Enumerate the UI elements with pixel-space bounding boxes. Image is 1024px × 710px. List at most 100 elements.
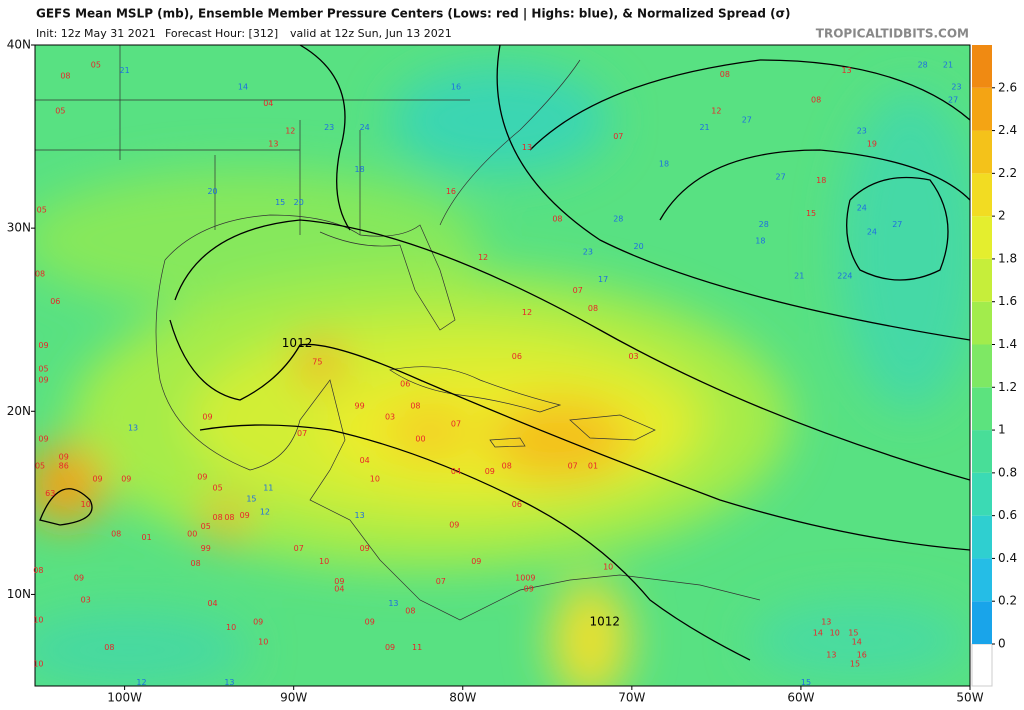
low-center: 13	[522, 143, 532, 152]
high-center: 24	[360, 123, 370, 132]
low-center: 01	[588, 462, 598, 471]
low-center: 13	[821, 617, 831, 626]
low-center: 00	[187, 529, 197, 538]
blob	[750, 600, 970, 680]
high-center: 21	[943, 61, 953, 70]
low-center: 09	[253, 617, 263, 626]
low-center: 08	[104, 643, 114, 652]
site: TROPICALTIDBITS.COM	[816, 27, 969, 41]
high-center: 20	[634, 242, 644, 251]
isobar	[496, 45, 970, 341]
low-center: 08	[191, 559, 201, 568]
cuba	[389, 366, 562, 413]
colorbar-bin	[972, 387, 992, 431]
low-center: 03	[628, 352, 638, 361]
low-center: 10	[370, 475, 380, 484]
low-center: 09	[197, 473, 207, 482]
colorbar-below	[971, 643, 993, 687]
central-america	[155, 259, 761, 621]
high-center: 18	[659, 160, 669, 169]
low-center: 14	[813, 628, 823, 637]
high-center: 24	[857, 203, 867, 212]
low-center: 04	[334, 584, 344, 593]
colorbar-tick-label: 1.8	[998, 251, 1017, 265]
low-center: 08	[33, 566, 43, 575]
low-center: 06	[50, 297, 60, 306]
low-center: 09	[240, 511, 250, 520]
isobar	[299, 45, 351, 231]
high-center: 16	[451, 83, 461, 92]
colorbar-tick-label: 0.4	[998, 551, 1017, 565]
low-center: 04	[360, 456, 370, 465]
low-center: 10	[319, 557, 329, 566]
low-center: 09	[121, 475, 131, 484]
low-center: 09	[38, 341, 48, 350]
low-center: 08	[213, 513, 223, 522]
blob	[550, 580, 630, 686]
low-center: 13	[826, 650, 836, 659]
low-center: 09	[202, 412, 212, 421]
low-center: 07	[613, 132, 623, 141]
low-center: 00	[415, 434, 425, 443]
lon-tick-label: 50W	[956, 691, 983, 705]
low-center: 13	[841, 66, 851, 75]
low-center: 15	[850, 660, 860, 669]
colorbar-bin	[972, 344, 992, 388]
low-center: 10	[603, 562, 613, 571]
isobar	[174, 219, 970, 481]
low-center: 63	[45, 489, 55, 498]
high-center: 20	[294, 198, 304, 207]
low-center: 06	[512, 352, 522, 361]
lat-tick-label: 40N	[7, 38, 31, 52]
high-center: 21	[794, 271, 804, 280]
low-center: 07	[573, 286, 583, 295]
isobar	[659, 149, 970, 221]
colorbar-tick-label: 2	[998, 209, 1006, 223]
low-center: 12	[711, 106, 721, 115]
high-center: 15	[246, 495, 256, 504]
colorbar-bin	[972, 472, 992, 516]
isobar	[169, 319, 970, 551]
low-center: 09	[38, 376, 48, 385]
high-center: 27	[742, 116, 752, 125]
blob	[203, 498, 247, 542]
init: Init: 12z May 31 2021	[36, 27, 156, 40]
high-center: 13	[128, 423, 138, 432]
borders	[35, 45, 470, 235]
colorbar-tick-label: 0	[998, 637, 1006, 651]
low-center: 10	[226, 623, 236, 632]
high-center: 18	[355, 165, 365, 174]
low-center: 99	[201, 544, 211, 553]
high-center: 17	[598, 275, 608, 284]
high-center: 14	[238, 83, 248, 92]
low-center: 12	[478, 253, 488, 262]
colorbar-bin	[972, 45, 992, 88]
low-center: 09	[524, 584, 534, 593]
colorbar-tick-label: 2.2	[998, 166, 1017, 180]
low-center: 03	[385, 412, 395, 421]
high-center: 224	[837, 271, 852, 280]
low-center: 08	[811, 95, 821, 104]
low-center: 07	[294, 544, 304, 553]
low-center: 16	[446, 187, 456, 196]
lat-tick-label: 10N	[7, 587, 31, 601]
colorbar-tick-label: 2.4	[998, 123, 1017, 137]
low-center: 09	[385, 643, 395, 652]
high-center: 21	[699, 123, 709, 132]
low-center: 07	[297, 429, 307, 438]
contour-label: 1012	[282, 336, 313, 350]
low-center: 08	[502, 462, 512, 471]
lon-tick-label: 90W	[280, 691, 307, 705]
blob	[35, 445, 105, 525]
colorbar-bin	[972, 601, 992, 644]
blob	[390, 65, 610, 175]
low-center: 08	[588, 304, 598, 313]
contour-label: 1012	[590, 614, 621, 628]
lat-tick-label: 30N	[7, 221, 31, 235]
low-center: 09	[59, 453, 69, 462]
low-center: 09	[74, 573, 84, 582]
high-center: 18	[755, 236, 765, 245]
high-center: 23	[951, 83, 961, 92]
colorbar-tick-label: 0.2	[998, 594, 1017, 608]
low-center: 08	[405, 606, 415, 615]
